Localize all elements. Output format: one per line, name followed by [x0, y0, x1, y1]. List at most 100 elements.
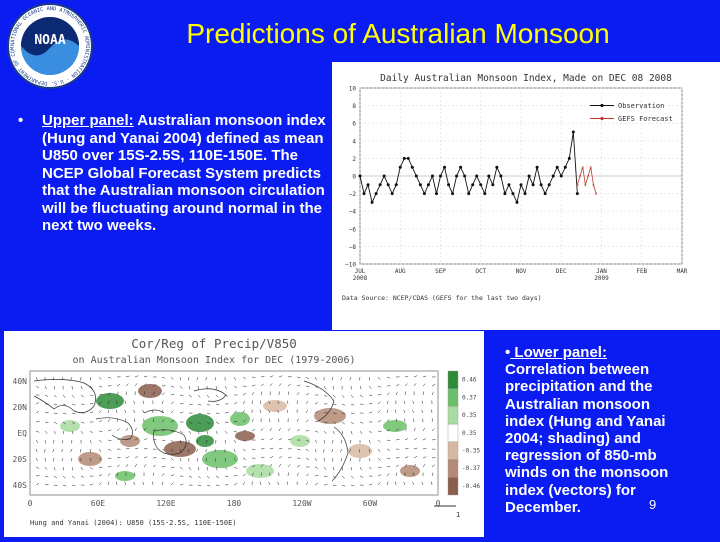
y-tick-label: −8: [349, 244, 357, 251]
chart-title: Daily Australian Monsoon Index, Made on …: [380, 73, 672, 84]
upper-panel-label: Upper panel:: [42, 112, 134, 129]
colorbar-tick-label: 0.35: [462, 412, 477, 419]
y-tick-label: −4: [349, 209, 357, 216]
observation-point: [439, 175, 442, 178]
observation-point: [475, 175, 478, 178]
observation-point: [524, 192, 527, 195]
colorbar-segment: [448, 371, 458, 389]
observation-point: [455, 175, 458, 178]
lat-tick-label: 40S: [13, 481, 28, 490]
lon-tick-label: 120E: [156, 499, 175, 508]
observation-point: [568, 157, 571, 160]
forecast-point: ×: [576, 183, 579, 189]
observation-point: [371, 201, 374, 204]
shading-cell: [400, 465, 420, 477]
legend-marker: [600, 117, 603, 120]
observation-point: [507, 183, 510, 186]
y-tick-label: −6: [349, 226, 357, 233]
observation-point: [451, 192, 454, 195]
lon-tick-label: 60W: [363, 499, 378, 508]
x-tick-year: 2008: [353, 275, 368, 282]
map-subtitle: on Australian Monsoon Index for DEC (197…: [73, 355, 356, 366]
observation-point: [379, 183, 382, 186]
shading-cell: [138, 384, 162, 398]
observation-point: [532, 183, 535, 186]
shading-cell: [348, 444, 372, 458]
observation-point: [419, 183, 422, 186]
y-tick-label: 10: [349, 86, 357, 93]
observation-point: [411, 166, 414, 169]
forecast-point: ×: [584, 183, 587, 189]
observation-point: [403, 157, 406, 160]
x-tick-label: DEC: [556, 268, 567, 275]
forecast-point: ×: [587, 174, 590, 180]
observation-point: [560, 175, 563, 178]
shading-cell: [230, 412, 250, 426]
observation-line: [360, 132, 577, 202]
map-caption: Hung and Yanai (2004): U850 (15S-2.5S, 1…: [30, 519, 237, 527]
monsoon-index-chart: Daily Australian Monsoon Index, Made on …: [332, 62, 720, 330]
vector-scale-label: 1: [456, 511, 460, 519]
lat-tick-label: 20S: [13, 455, 28, 464]
lower-panel-description: • Lower panel: Correlation between preci…: [505, 344, 687, 516]
x-tick-label: JAN: [596, 268, 607, 275]
observation-point: [407, 157, 410, 160]
y-tick-label: 6: [352, 121, 356, 128]
x-tick-label: NOV: [516, 268, 527, 275]
lon-tick-label: 120W: [292, 499, 311, 508]
observation-point: [536, 166, 539, 169]
x-tick-label: MAR: [677, 268, 688, 275]
observation-point: [375, 192, 378, 195]
upper-panel-text: Australian monsoon index (Hung and Yanai…: [42, 112, 326, 234]
observation-point: [427, 183, 430, 186]
y-tick-label: 4: [352, 138, 356, 145]
observation-point: [447, 183, 450, 186]
colorbar-segment: [448, 460, 458, 478]
legend-marker: [600, 104, 603, 107]
forecast-point: ×: [579, 174, 582, 180]
page-number: 9: [649, 497, 656, 512]
shading-cell: [263, 400, 287, 412]
observation-point: [540, 183, 543, 186]
observation-point: [572, 131, 575, 134]
lower-panel-label: Lower panel:: [510, 344, 607, 361]
observation-point: [487, 175, 490, 178]
correlation-map: Cor/Reg of Precip/V850 on Australian Mon…: [4, 331, 484, 537]
colorbar-segment: [448, 424, 458, 442]
y-tick-label: −2: [349, 191, 357, 198]
shading-cell: [78, 452, 102, 466]
colorbar-tick-label: -0.46: [462, 483, 480, 490]
lower-panel-text: Correlation between precipitation and th…: [505, 361, 668, 516]
forecast-line: [577, 167, 596, 193]
x-tick-label: AUG: [395, 268, 406, 275]
lon-tick-label: 60E: [91, 499, 106, 508]
source-note: Data Source: NCEP/CDAS (GEFS for the las…: [342, 294, 542, 302]
y-tick-label: 8: [352, 103, 356, 110]
y-tick-label: 2: [352, 156, 356, 163]
colorbar-segment: [448, 389, 458, 407]
observation-point: [576, 192, 579, 195]
observation-point: [431, 175, 434, 178]
observation-point: [564, 166, 567, 169]
lon-tick-label: 0: [436, 499, 441, 508]
lon-tick-label: 180: [227, 499, 242, 508]
observation-point: [515, 201, 518, 204]
observation-point: [399, 166, 402, 169]
x-tick-year: 2009: [594, 275, 609, 282]
observation-point: [359, 175, 362, 178]
observation-point: [544, 192, 547, 195]
observation-point: [548, 183, 551, 186]
observation-point: [495, 166, 498, 169]
shading-cell: [186, 414, 214, 432]
observation-point: [367, 183, 370, 186]
observation-point: [391, 192, 394, 195]
observation-point: [463, 175, 466, 178]
lat-tick-label: 40N: [13, 377, 28, 386]
shading-cell: [235, 431, 255, 441]
forecast-point: ×: [589, 165, 592, 171]
observation-point: [471, 183, 474, 186]
observation-point: [467, 192, 470, 195]
colorbar-tick-label: 0.37: [462, 394, 477, 401]
observation-point: [479, 183, 482, 186]
colorbar-segment: [448, 406, 458, 424]
